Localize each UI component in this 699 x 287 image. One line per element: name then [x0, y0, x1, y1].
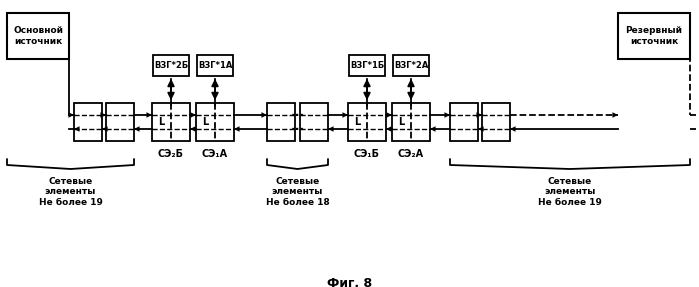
Bar [300, 103, 328, 141]
Text: L: L [159, 117, 165, 127]
Text: Сетевые
элементы
Не более 18: Сетевые элементы Не более 18 [266, 177, 329, 207]
Bar [153, 55, 189, 76]
Text: Сетевые
элементы
Не более 19: Сетевые элементы Не более 19 [38, 177, 103, 207]
Text: L: L [354, 117, 361, 127]
Bar [152, 103, 190, 141]
Bar [196, 103, 234, 141]
Bar [392, 103, 430, 141]
Bar [74, 103, 102, 141]
Bar [393, 55, 429, 76]
Text: ВЗГ*2Б: ВЗГ*2Б [154, 61, 188, 70]
Text: Фиг. 8: Фиг. 8 [327, 277, 372, 287]
Bar [618, 13, 690, 59]
Text: ···: ··· [290, 108, 305, 121]
Text: L: L [203, 117, 208, 127]
Text: Сетевые
элементы
Не более 19: Сетевые элементы Не более 19 [538, 177, 602, 207]
Bar [7, 13, 69, 59]
Text: Основной
источник: Основной источник [13, 26, 63, 46]
Text: ···: ··· [290, 123, 305, 135]
Bar [450, 103, 478, 141]
Text: ВЗГ*1А: ВЗГ*1А [198, 61, 232, 70]
Bar [197, 55, 233, 76]
Text: ВЗГ*1Б: ВЗГ*1Б [350, 61, 384, 70]
Bar [349, 55, 385, 76]
Text: Резервный
источник: Резервный источник [626, 26, 682, 46]
Text: СЭ₁Б: СЭ₁Б [354, 149, 380, 159]
Bar [106, 103, 134, 141]
Bar [482, 103, 510, 141]
Text: СЭ₂А: СЭ₂А [398, 149, 424, 159]
Text: СЭ₁А: СЭ₁А [202, 149, 228, 159]
Text: СЭ₂Б: СЭ₂Б [158, 149, 184, 159]
Bar [348, 103, 386, 141]
Text: L: L [398, 117, 405, 127]
Text: ВЗГ*2А: ВЗГ*2А [394, 61, 428, 70]
Bar [267, 103, 295, 141]
